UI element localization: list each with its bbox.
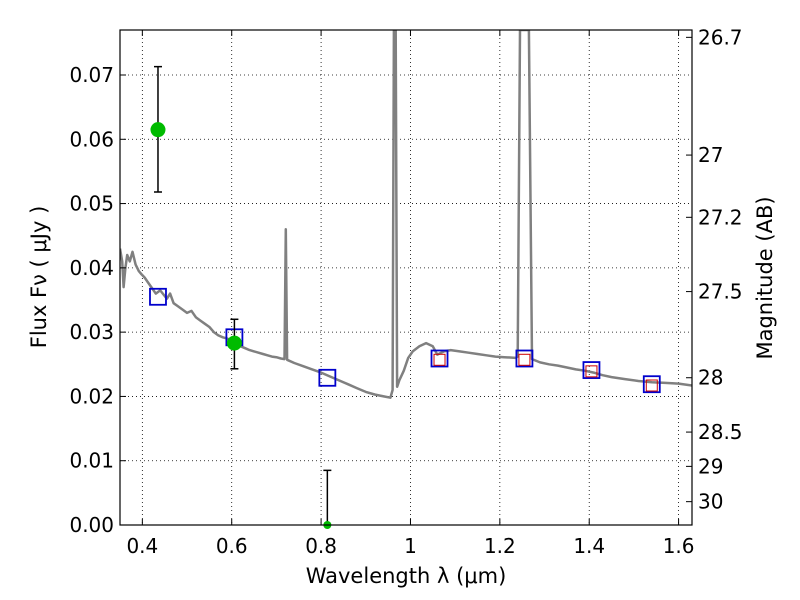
model-flux-square (318, 368, 337, 387)
y-tick-label: 0.00 (69, 513, 114, 537)
mag-tick-label: 27 (698, 143, 723, 167)
right-axis-label: Magnitude (AB) (753, 196, 777, 359)
x-tick-label: 1 (404, 534, 417, 558)
photometry-markers-layer (149, 65, 661, 529)
y-tick-label: 0.05 (69, 192, 114, 216)
x-tick-label: 0.8 (305, 534, 337, 558)
model-flux-square (149, 287, 167, 306)
mag-tick-label: 29 (698, 454, 723, 478)
x-tick-label: 1.4 (573, 534, 605, 558)
y-tick-label: 0.06 (69, 127, 114, 151)
axis-ticks: 0.4 0.6 0.8 1 1.2 1.4 1.6 0.00 0.01 0.02 0.03 0.04 0… (69, 25, 742, 558)
model-flux-inner-square (518, 353, 531, 366)
spectrum-line (120, 30, 692, 399)
model-flux-inner-square (433, 353, 446, 366)
model-flux-square (430, 349, 449, 368)
mag-tick-label: 27.5 (698, 280, 743, 304)
mag-tick-label: 30 (698, 490, 723, 514)
plot-frame (119, 29, 693, 526)
x-axis-label: Wavelength λ (μm) (306, 564, 507, 588)
y-tick-label: 0.04 (69, 256, 114, 280)
x-tick-label: 0.6 (216, 534, 248, 558)
y-tick-label: 0.07 (69, 63, 114, 87)
x-tick-label: 1.2 (484, 534, 516, 558)
observed-flux-point (150, 122, 166, 138)
model-flux-inner-square (585, 365, 598, 378)
grid-lines (120, 30, 692, 526)
y-tick-label: 0.02 (69, 384, 114, 408)
model-flux-square (642, 375, 661, 394)
template-spectrum-layer (120, 30, 692, 399)
y-tick-label: 0.01 (69, 449, 114, 473)
model-flux-inner-square (645, 379, 658, 392)
y-axis-label: Flux Fν ( μJy ) (27, 206, 51, 349)
y-tick-label: 0.03 (69, 320, 114, 344)
x-tick-label: 1.6 (663, 534, 695, 558)
x-tick-label: 0.4 (126, 534, 158, 558)
observed-flux-point (226, 335, 242, 351)
mag-tick-label: 28 (698, 366, 723, 390)
model-flux-square (515, 349, 534, 368)
model-flux-square (582, 361, 601, 379)
mag-tick-label: 27.2 (698, 205, 743, 229)
mag-tick-label: 28.5 (698, 420, 743, 444)
mag-tick-label: 26.7 (698, 25, 743, 49)
